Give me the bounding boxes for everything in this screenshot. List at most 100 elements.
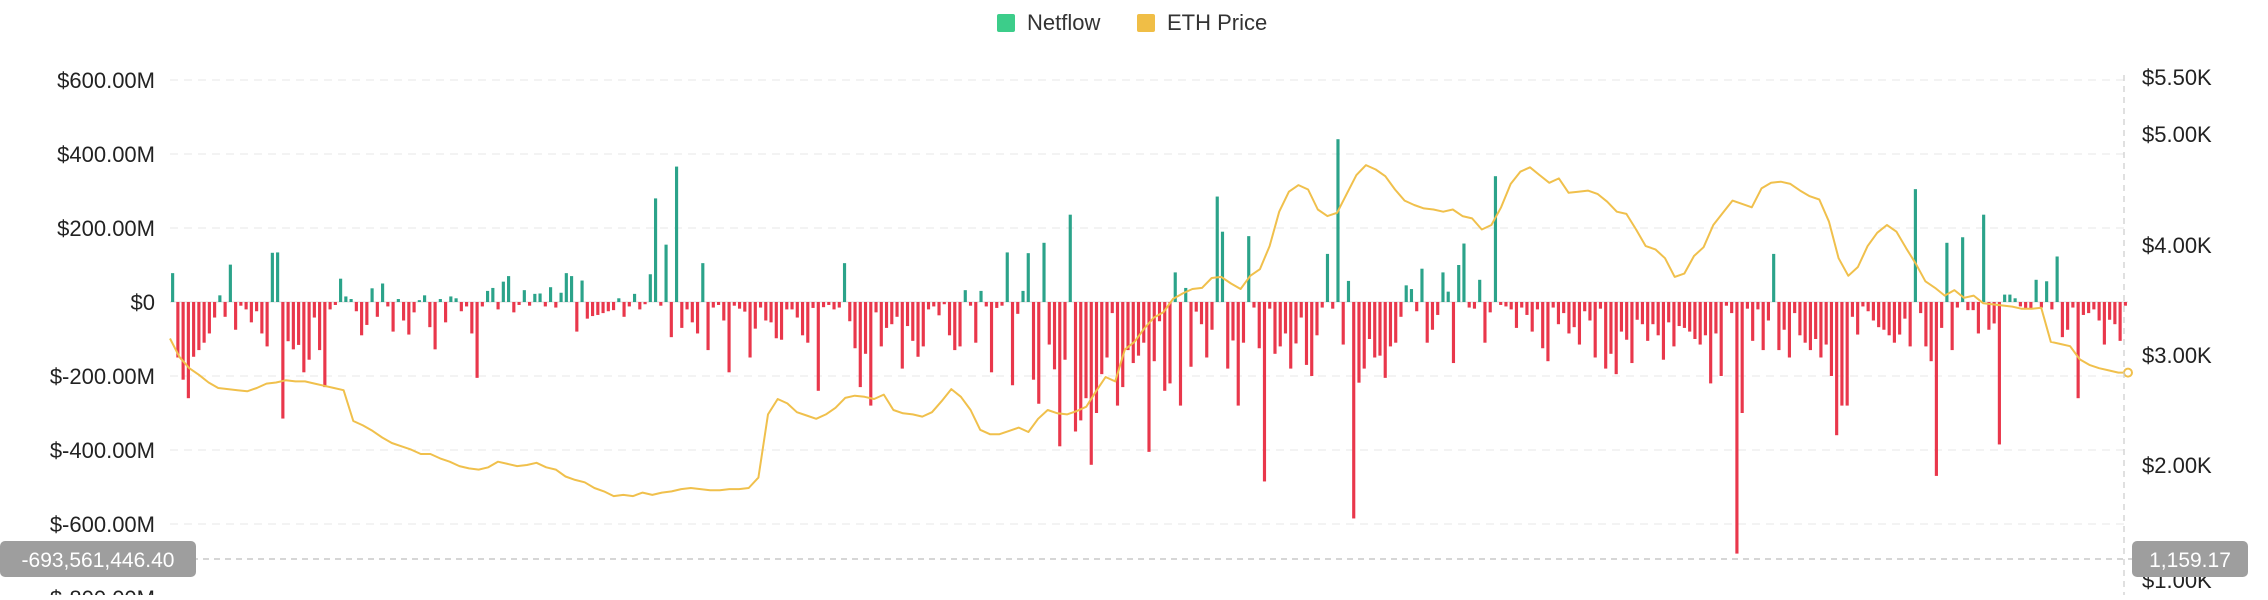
- netflow-bar: [213, 302, 217, 318]
- netflow-bar: [1168, 302, 1172, 384]
- netflow-bar: [1220, 231, 1225, 302]
- left-tick-label-0: $600.00M: [57, 68, 155, 93]
- netflow-bar: [328, 302, 332, 310]
- netflow-bar: [1640, 302, 1645, 325]
- netflow-bar: [1257, 302, 1261, 349]
- netflow-bar: [1136, 302, 1141, 356]
- netflow-bar: [1677, 302, 1681, 327]
- netflow-bar: [2097, 302, 2101, 321]
- left-tick-label-6: $-600.00M: [50, 512, 155, 537]
- netflow-bar: [475, 302, 479, 378]
- netflow-bar: [1005, 252, 1009, 302]
- netflow-bar: [1688, 302, 1692, 332]
- netflow-bar: [2034, 279, 2038, 302]
- netflow-bar: [890, 302, 894, 325]
- netflow-bar: [528, 302, 532, 306]
- netflow-bar: [354, 302, 358, 312]
- netflow-bar: [627, 302, 631, 307]
- netflow-bar: [265, 302, 269, 347]
- netflow-bar: [1745, 302, 1749, 309]
- netflow-bar: [1520, 302, 1524, 308]
- netflow-bar: [1362, 302, 1366, 369]
- netflow-bar: [375, 302, 379, 317]
- netflow-bar: [1593, 302, 1597, 358]
- netflow-bar: [732, 302, 736, 306]
- netflow-bar: [806, 302, 810, 343]
- netflow-bar: [1252, 302, 1256, 308]
- netflow-bar: [643, 302, 647, 305]
- netflow-bar: [1462, 243, 1466, 302]
- netflow-bar: [659, 302, 663, 306]
- netflow-bar: [1798, 302, 1802, 336]
- netflow-bar: [249, 302, 253, 323]
- left-tick-label-7: $-800.00M: [50, 586, 155, 595]
- netflow-bar: [648, 274, 652, 302]
- netflow-bar: [989, 302, 994, 373]
- netflow-bar: [827, 302, 831, 305]
- legend-swatch-0: [997, 14, 1015, 32]
- netflow-bar: [874, 302, 878, 313]
- netflow-bar: [491, 287, 495, 302]
- netflow-bar: [1404, 285, 1408, 302]
- netflow-bar: [622, 302, 626, 317]
- netflow-bar: [370, 288, 374, 302]
- netflow-bar: [1178, 302, 1183, 406]
- netflow-bar: [958, 302, 962, 347]
- netflow-bar: [538, 293, 542, 302]
- netflow-bar: [1441, 272, 1445, 302]
- netflow-bar: [580, 280, 584, 302]
- netflow-bar: [779, 302, 784, 340]
- netflow-bar: [554, 302, 558, 308]
- netflow-bar: [1509, 302, 1513, 310]
- netflow-bar: [486, 290, 490, 302]
- netflow-bar: [1724, 302, 1728, 306]
- netflow-bar: [1588, 302, 1592, 321]
- netflow-bar: [1908, 302, 1912, 347]
- netflow-bar: [1110, 302, 1114, 314]
- netflow-bar: [1105, 302, 1109, 358]
- netflow-bar: [722, 302, 726, 321]
- netflow-bar: [1793, 302, 1797, 314]
- netflow-bar: [606, 302, 610, 312]
- netflow-bar: [1425, 302, 1429, 343]
- netflow-bar: [433, 302, 437, 350]
- right-axis: $5.50K$5.00K$4.00K$3.00K$2.00K$1.00K: [2142, 65, 2212, 593]
- netflow-bar: [1063, 302, 1067, 360]
- netflow-bar: [344, 296, 348, 302]
- netflow-bar: [1420, 268, 1424, 302]
- netflow-bar: [963, 290, 967, 302]
- netflow-bar: [1630, 302, 1634, 364]
- netflow-bar: [1882, 302, 1886, 330]
- netflow-bar: [255, 302, 259, 312]
- netflow-bar: [1436, 302, 1440, 315]
- netflow-bar: [1856, 302, 1860, 335]
- netflow-bar: [1667, 302, 1671, 323]
- legend-swatch-1: [1137, 14, 1155, 32]
- netflow-bar: [1987, 302, 1991, 330]
- netflow-bar: [1919, 302, 1923, 314]
- netflow-bar: [1572, 302, 1576, 328]
- netflow-bar: [1945, 242, 1949, 302]
- netflow-bar: [2092, 302, 2096, 310]
- netflow-bar: [360, 302, 364, 336]
- netflow-bar: [1357, 302, 1361, 383]
- netflow-bar: [1819, 302, 1823, 358]
- netflow-bar: [995, 302, 999, 308]
- netflow-bar: [748, 302, 752, 358]
- netflow-bar: [1730, 302, 1734, 314]
- netflow-bar: [1094, 302, 1099, 413]
- netflow-bar: [2071, 302, 2075, 308]
- netflow-bar: [1499, 302, 1503, 305]
- netflow-bar: [549, 287, 553, 302]
- netflow-bar: [932, 302, 936, 307]
- netflow-bar: [968, 302, 973, 306]
- eth-price-endpoint: [2123, 367, 2133, 378]
- netflow-bar: [669, 302, 673, 338]
- netflow-bar: [869, 302, 873, 406]
- netflow-bar: [1971, 302, 1975, 311]
- netflow-bar: [2008, 294, 2012, 302]
- netflow-bar: [2118, 302, 2122, 341]
- netflow-bar: [1887, 302, 1891, 336]
- netflow-bar: [853, 302, 857, 349]
